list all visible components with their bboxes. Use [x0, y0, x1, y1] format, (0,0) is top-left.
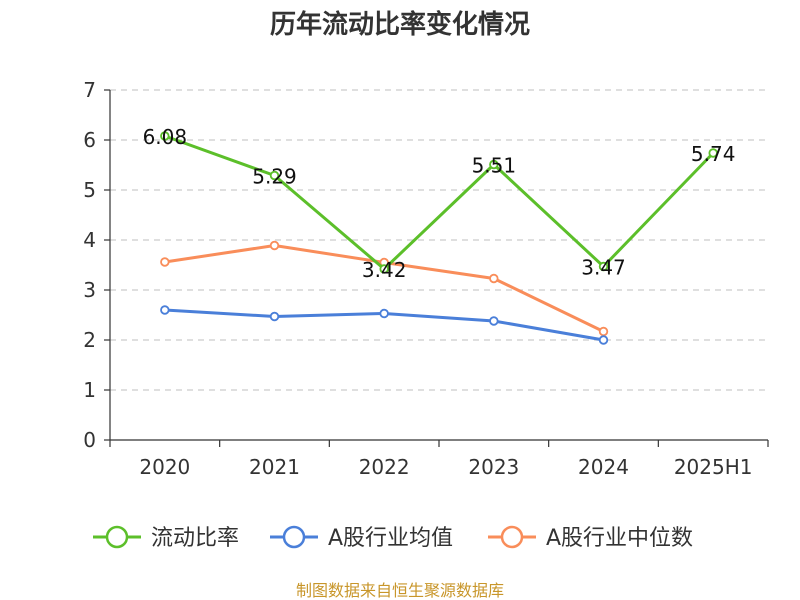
- y-tick-label: 0: [83, 428, 96, 452]
- legend: 流动比率 A股行业均值 A股行业中位数: [93, 525, 693, 551]
- x-tick-label: 2022: [359, 455, 410, 479]
- data-label: 5.74: [691, 142, 736, 166]
- data-label: 5.29: [252, 165, 297, 189]
- data-point: [489, 273, 499, 284]
- data-label: 3.42: [362, 258, 407, 282]
- data-point: [269, 170, 280, 181]
- data-point: [598, 326, 609, 337]
- grid-lines: [110, 89, 768, 391]
- chart-title: 历年流动比率变化情况: [270, 9, 530, 40]
- legend-item[interactable]: A股行业均值: [270, 525, 453, 551]
- legend-label: A股行业均值: [328, 526, 453, 551]
- data-point: [379, 264, 389, 274]
- data-point: [160, 131, 170, 141]
- y-tick-label: 7: [83, 78, 96, 102]
- data-point: [708, 148, 718, 158]
- source-note: 制图数据来自恒生聚源数据库: [296, 581, 504, 600]
- data-label: 6.08: [143, 125, 188, 149]
- x-tick-label: 2024: [578, 455, 629, 479]
- data-point: [269, 240, 280, 251]
- series-lines: [160, 131, 718, 345]
- series-line-0: [164, 134, 715, 271]
- legend-label: 流动比率: [151, 526, 239, 551]
- data-point: [598, 335, 609, 345]
- legend-swatch-marker: [282, 525, 306, 549]
- data-point: [160, 257, 170, 267]
- data-point: [160, 305, 170, 315]
- data-point: [269, 311, 280, 322]
- y-tick-label: 3: [83, 278, 96, 302]
- legend-label: A股行业中位数: [546, 526, 693, 551]
- legend-swatch-marker: [500, 525, 524, 549]
- axes: 0 1 2 3 4 5 6 7 2020 2021 2022 2023 2024 2025H1: [83, 78, 769, 479]
- x-tick-label: 2021: [249, 455, 300, 479]
- data-point: [489, 159, 499, 170]
- y-tick-label: 1: [83, 378, 96, 402]
- y-tick-label: 5: [83, 178, 96, 202]
- data-point: [598, 261, 609, 272]
- legend-item[interactable]: A股行业中位数: [488, 525, 693, 551]
- data-labels: 6.08 5.29 3.42 5.51 3.47 5.74: [143, 125, 736, 282]
- x-tick-label: 2023: [468, 455, 519, 479]
- legend-item[interactable]: 流动比率: [93, 525, 239, 551]
- y-tick-label: 4: [83, 228, 96, 252]
- x-tick-label: 2025H1: [674, 455, 753, 479]
- data-point: [489, 316, 499, 326]
- x-tick-label: 2020: [139, 455, 190, 479]
- data-label: 5.51: [472, 154, 517, 178]
- data-label: 3.47: [581, 256, 626, 280]
- data-point: [379, 308, 389, 319]
- y-tick-label: 6: [83, 128, 96, 152]
- legend-swatch-marker: [105, 525, 129, 549]
- y-tick-label: 2: [83, 328, 96, 352]
